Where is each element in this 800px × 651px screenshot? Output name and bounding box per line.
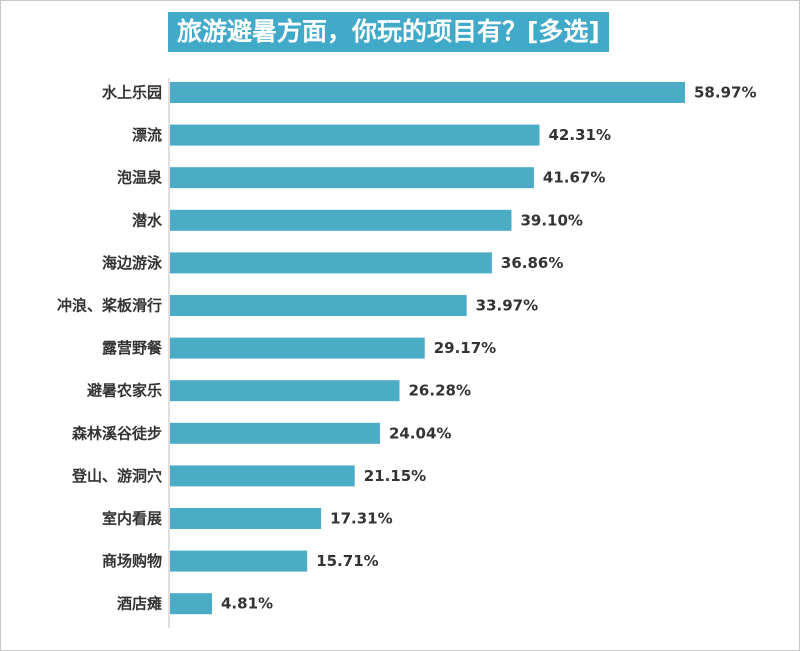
category-label-7: 露营野餐 [102, 339, 163, 357]
category-label-5: 海边游泳 [102, 254, 163, 272]
bar-10 [170, 465, 355, 487]
bar-7 [170, 337, 425, 359]
bar-2 [170, 124, 540, 146]
value-label-11: 17.31% [330, 510, 392, 528]
category-label-11: 室内看展 [102, 510, 162, 528]
category-label-6: 冲浪、桨板滑行 [57, 297, 162, 315]
category-label-1: 水上乐园 [102, 84, 162, 102]
bar-9 [170, 422, 380, 444]
value-label-4: 39.10% [520, 211, 582, 229]
bar-3 [170, 167, 534, 189]
value-labels: 58.97% 42.31% 41.67% 39.10% 36.86% 33.97% 29.1… [221, 84, 756, 613]
category-labels: 水上乐园漂流泡温泉潜水海边游泳冲浪、桨板滑行露营野餐避暑农家乐森林溪谷徒步登山、… [57, 84, 163, 613]
category-label-13: 酒店瘫 [117, 595, 162, 613]
bar-8 [170, 380, 400, 402]
bar-5 [170, 252, 492, 274]
bar-1 [170, 82, 685, 103]
value-label-7: 29.17% [434, 339, 496, 357]
value-label-9: 24.04% [389, 424, 451, 442]
value-label-12: 15.71% [316, 552, 378, 570]
category-label-2: 漂流 [132, 126, 162, 144]
category-label-3: 泡温泉 [117, 169, 163, 187]
chart-title: 旅游避暑方面，你玩的项目有？[多选] [168, 12, 609, 52]
bars-group [170, 82, 685, 615]
category-label-10: 登山、游洞穴 [71, 467, 162, 485]
value-label-6: 33.97% [476, 297, 538, 315]
value-label-1: 58.97% [694, 84, 756, 102]
bar-11 [170, 508, 322, 529]
category-label-12: 商场购物 [102, 552, 162, 570]
bar-13 [170, 593, 213, 615]
category-label-4: 潜水 [132, 211, 163, 229]
value-label-8: 26.28% [409, 382, 471, 400]
category-label-9: 森林溪谷徒步 [72, 424, 162, 442]
value-label-10: 21.15% [364, 467, 426, 485]
bar-4 [170, 209, 512, 231]
bar-6 [170, 295, 467, 316]
bar-12 [170, 550, 308, 572]
value-label-5: 36.86% [501, 254, 563, 272]
value-label-3: 41.67% [543, 169, 605, 187]
category-label-8: 避暑农家乐 [87, 382, 162, 400]
value-label-13: 4.81% [221, 595, 273, 613]
value-label-2: 42.31% [549, 126, 611, 144]
